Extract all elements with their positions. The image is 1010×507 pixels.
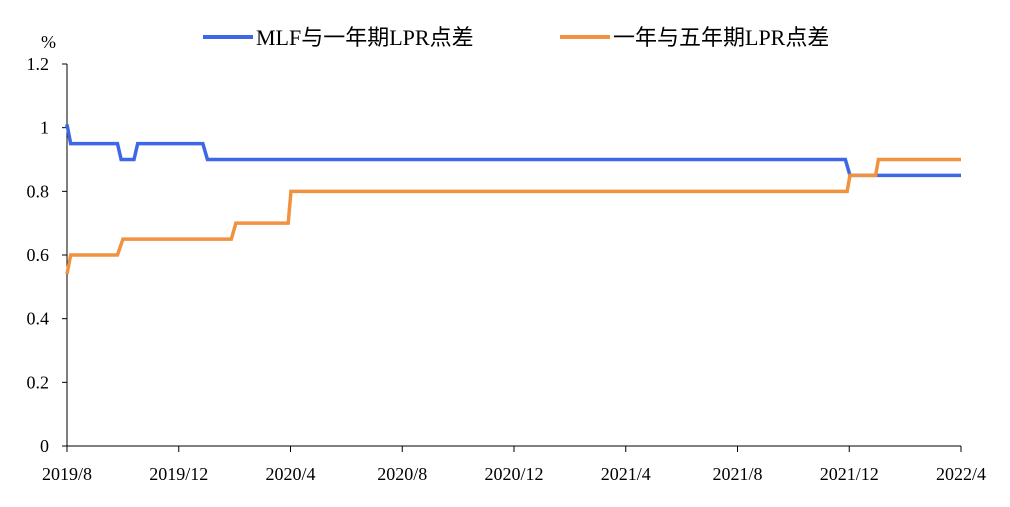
y-axis-unit-label: % bbox=[41, 32, 56, 52]
legend-label-0: MLF与一年期LPR点差 bbox=[256, 25, 474, 50]
series-line-0 bbox=[65, 124, 961, 178]
series-line-1 bbox=[65, 157, 961, 275]
y-tick-label: 1.2 bbox=[27, 54, 50, 74]
legend: MLF与一年期LPR点差 一年与五年期LPR点差 bbox=[203, 25, 829, 50]
x-tick-label: 2019/8 bbox=[42, 464, 92, 484]
x-tick-label: 2021/4 bbox=[601, 464, 651, 484]
x-tick-label: 2019/12 bbox=[149, 464, 208, 484]
x-tick-label: 2021/8 bbox=[712, 464, 762, 484]
series-lines bbox=[65, 124, 961, 275]
y-tick-label: 0.2 bbox=[27, 372, 50, 392]
x-tick-label: 2020/8 bbox=[377, 464, 427, 484]
x-tick-label: 2020/12 bbox=[484, 464, 543, 484]
legend-label-1: 一年与五年期LPR点差 bbox=[613, 25, 829, 50]
y-tick-label: 0.8 bbox=[27, 181, 50, 201]
y-tick-label: 0 bbox=[40, 436, 49, 456]
y-tick-label: 1 bbox=[40, 118, 49, 138]
x-tick-label: 2020/4 bbox=[265, 464, 315, 484]
axes: 0 0.2 0.4 0.6 0.8 1 1.2 2019/8 2019/12 2020/4 2020… bbox=[27, 54, 987, 484]
x-tick-label: 2021/12 bbox=[820, 464, 879, 484]
y-tick-label: 0.6 bbox=[27, 245, 50, 265]
x-tick-label: 2022/4 bbox=[936, 464, 986, 484]
y-tick-label: 0.4 bbox=[27, 309, 50, 329]
